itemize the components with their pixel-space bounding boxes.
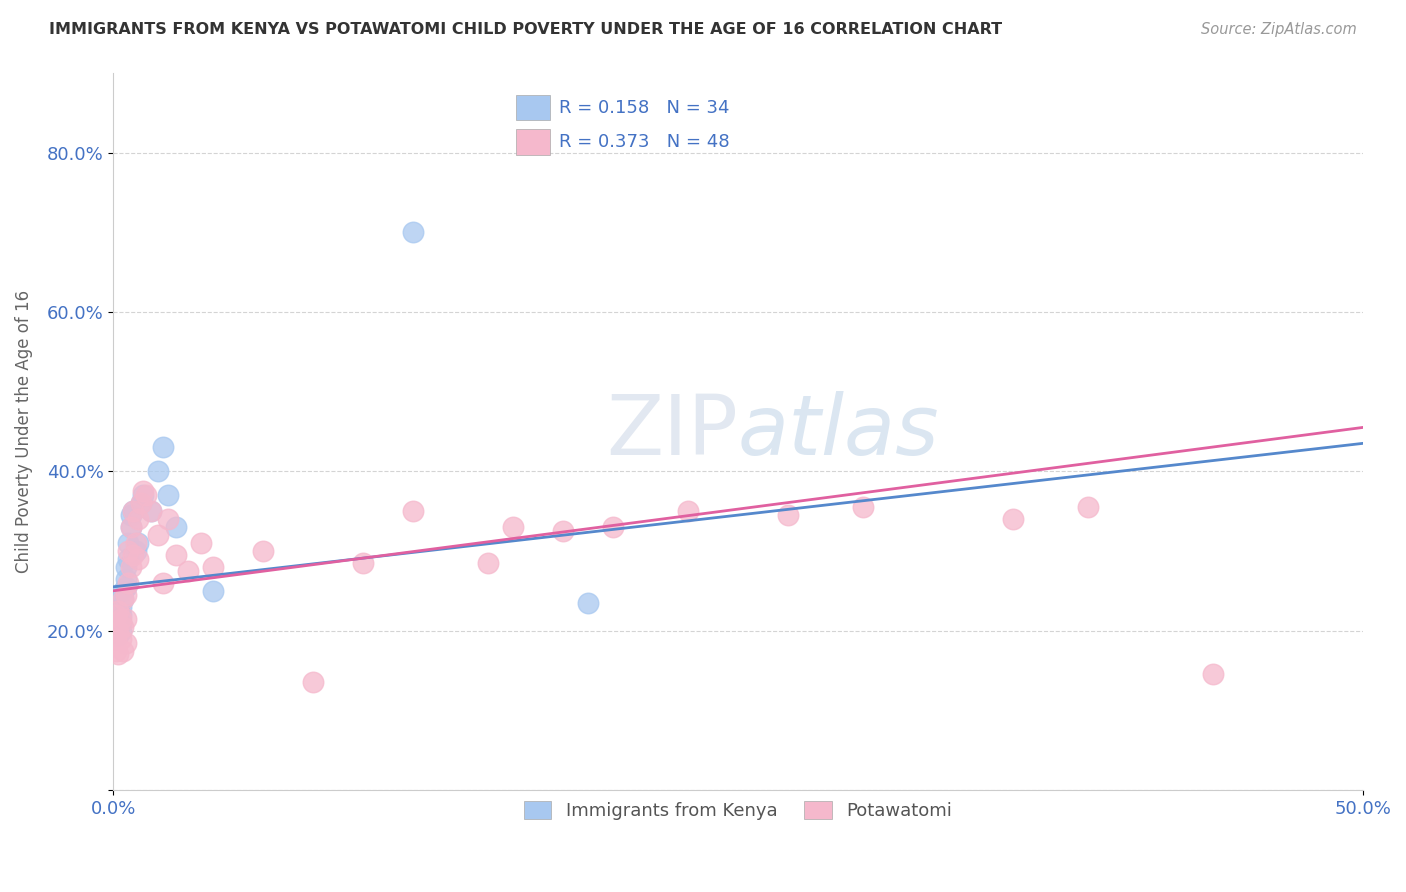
Point: [110, 599, 132, 614]
Point: [129, 496, 152, 510]
Point: [122, 504, 145, 518]
Point: [112, 619, 135, 633]
Point: [122, 548, 145, 562]
Point: [127, 536, 149, 550]
Point: [152, 575, 174, 590]
Point: [148, 464, 170, 478]
Point: [157, 488, 180, 502]
Y-axis label: Child Poverty Under the Age of 16: Child Poverty Under the Age of 16: [15, 290, 32, 573]
Point: [152, 441, 174, 455]
Point: [107, 604, 129, 618]
Point: [177, 564, 200, 578]
Point: [1001, 512, 1024, 526]
Point: [165, 548, 187, 562]
Point: [120, 520, 142, 534]
Point: [127, 512, 149, 526]
Point: [110, 615, 132, 630]
Point: [104, 607, 127, 622]
Point: [104, 643, 127, 657]
Point: [117, 536, 139, 550]
Point: [129, 496, 152, 510]
Point: [477, 556, 499, 570]
Point: [352, 556, 374, 570]
Point: [107, 627, 129, 641]
Point: [120, 508, 142, 522]
Point: [202, 560, 225, 574]
Point: [115, 612, 138, 626]
Point: [1201, 667, 1223, 681]
Point: [104, 615, 127, 630]
Point: [112, 643, 135, 657]
Point: [117, 552, 139, 566]
Point: [1077, 500, 1099, 515]
Point: [602, 520, 624, 534]
Point: [135, 488, 157, 502]
Point: [110, 632, 132, 646]
Point: [852, 500, 875, 515]
Point: [104, 627, 127, 641]
Point: [148, 528, 170, 542]
Point: [502, 520, 524, 534]
Point: [120, 560, 142, 574]
Point: [402, 504, 425, 518]
Point: [104, 624, 127, 638]
Point: [132, 484, 155, 499]
Legend: Immigrants from Kenya, Potawatomi: Immigrants from Kenya, Potawatomi: [510, 787, 966, 835]
Point: [120, 520, 142, 534]
Text: atlas: atlas: [738, 391, 939, 472]
Point: [127, 552, 149, 566]
Text: Source: ZipAtlas.com: Source: ZipAtlas.com: [1201, 22, 1357, 37]
Point: [115, 580, 138, 594]
Point: [112, 583, 135, 598]
Point: [125, 536, 148, 550]
Point: [125, 544, 148, 558]
Point: [576, 596, 599, 610]
Point: [132, 488, 155, 502]
Point: [110, 607, 132, 622]
Point: [115, 588, 138, 602]
Point: [112, 591, 135, 606]
Point: [252, 544, 274, 558]
Point: [107, 619, 129, 633]
Point: [110, 624, 132, 638]
Point: [402, 225, 425, 239]
Point: [115, 560, 138, 574]
Point: [112, 591, 135, 606]
Point: [117, 544, 139, 558]
Point: [190, 536, 212, 550]
Text: ZIP: ZIP: [606, 391, 738, 472]
Point: [676, 504, 699, 518]
Point: [115, 635, 138, 649]
Point: [302, 675, 325, 690]
Point: [107, 648, 129, 662]
Point: [107, 604, 129, 618]
Point: [553, 524, 575, 538]
Point: [139, 504, 162, 518]
Point: [776, 508, 799, 522]
Point: [107, 612, 129, 626]
Point: [139, 504, 162, 518]
Point: [165, 520, 187, 534]
Point: [110, 612, 132, 626]
Point: [104, 607, 127, 622]
Point: [157, 512, 180, 526]
Point: [115, 572, 138, 586]
Point: [122, 504, 145, 518]
Point: [104, 632, 127, 646]
Point: [202, 583, 225, 598]
Point: [107, 624, 129, 638]
Text: IMMIGRANTS FROM KENYA VS POTAWATOMI CHILD POVERTY UNDER THE AGE OF 16 CORRELATIO: IMMIGRANTS FROM KENYA VS POTAWATOMI CHIL…: [49, 22, 1002, 37]
Point: [117, 575, 139, 590]
